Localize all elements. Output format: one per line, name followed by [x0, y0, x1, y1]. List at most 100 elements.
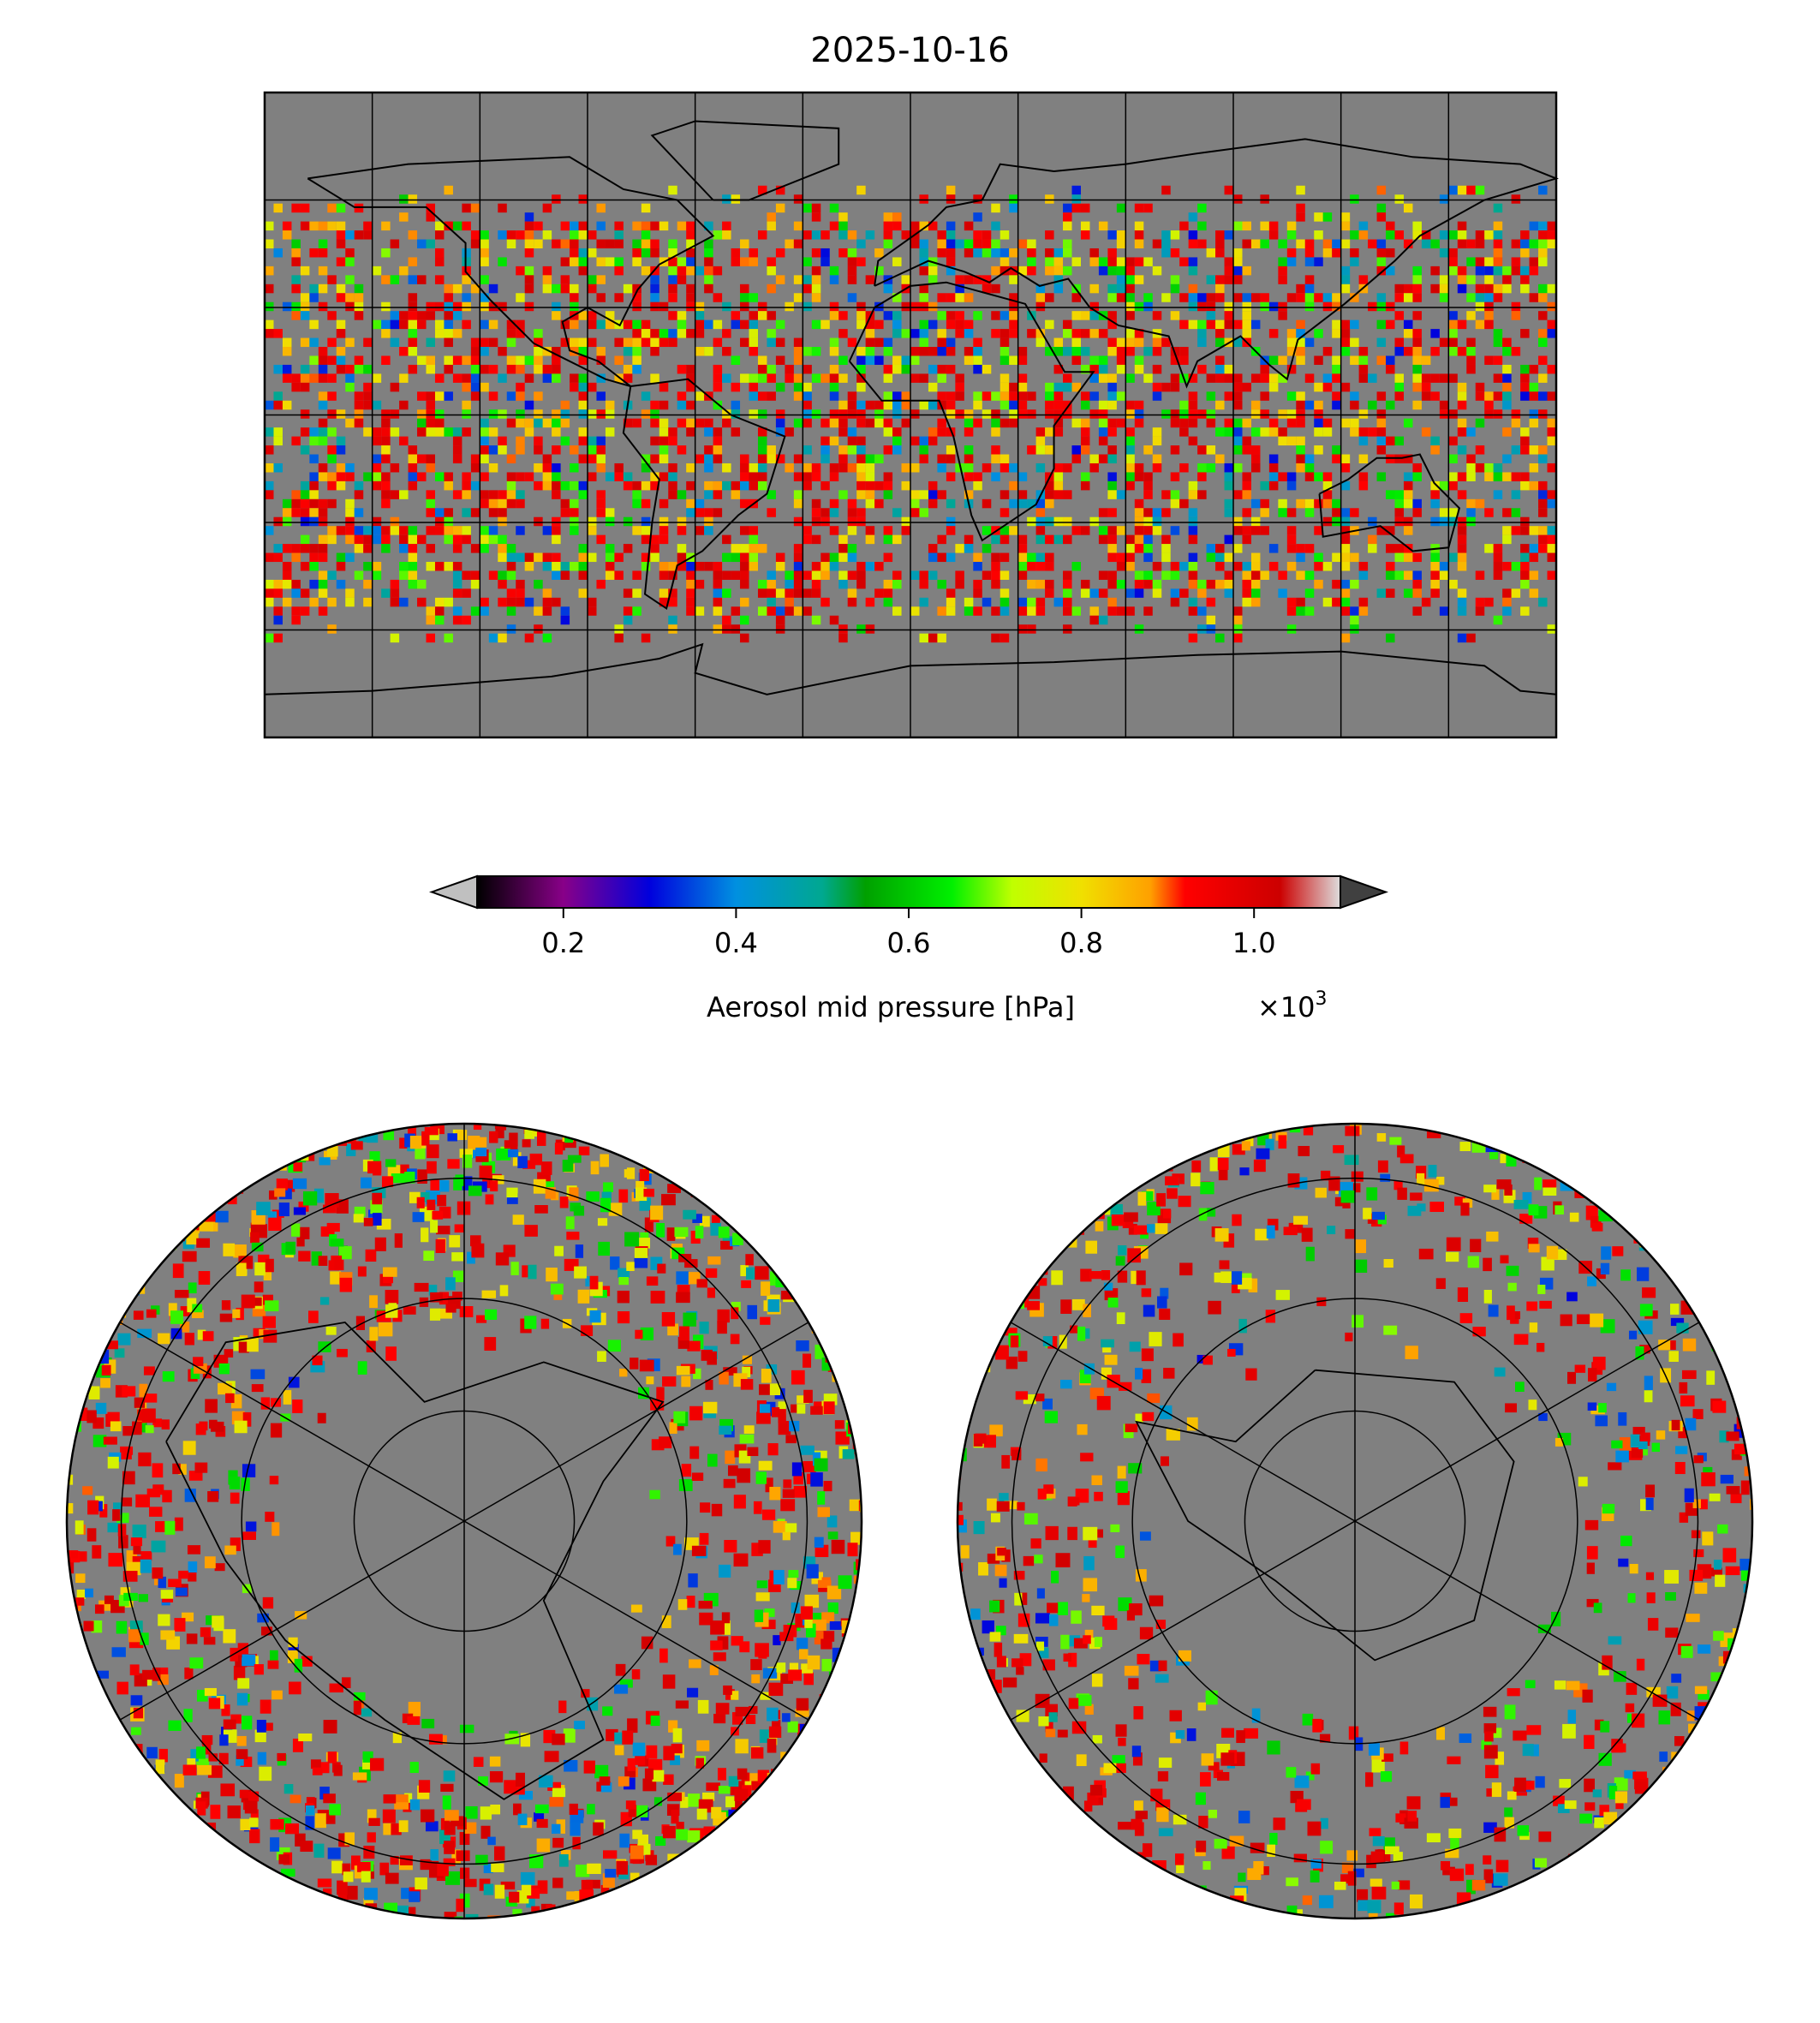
data-cell: [444, 319, 453, 330]
data-cell: [1304, 472, 1315, 481]
data-cell: [677, 1285, 690, 1295]
data-cell: [1278, 266, 1287, 276]
data-cell: [1080, 588, 1090, 598]
data-cell: [815, 1734, 829, 1743]
data-cell: [702, 1401, 718, 1414]
data-cell: [1080, 311, 1090, 320]
data-cell: [1188, 436, 1198, 446]
data-cell: [236, 1692, 248, 1706]
data-cell: [277, 1878, 289, 1887]
data-cell: [1305, 1246, 1315, 1262]
data-cell: [152, 1418, 163, 1428]
data-cell: [668, 427, 677, 437]
data-cell: [509, 1891, 520, 1903]
data-cell: [1430, 373, 1440, 383]
data-cell: [937, 606, 946, 616]
data-cell: [767, 570, 776, 580]
data-cell: [1538, 534, 1548, 545]
data-cell: [1188, 526, 1198, 535]
data-cell: [850, 1662, 861, 1674]
data-cell: [552, 526, 561, 535]
data-cell: [1286, 257, 1297, 266]
data-cell: [1296, 570, 1305, 580]
data-cell: [140, 1559, 152, 1573]
data-cell: [705, 1380, 713, 1390]
data-cell: [983, 1435, 996, 1448]
data-cell: [382, 1809, 396, 1823]
data-cell: [516, 364, 525, 374]
data-cell: [1063, 516, 1072, 527]
data-cell: [596, 347, 606, 356]
data-cell: [731, 490, 741, 499]
data-cell: [695, 391, 705, 401]
data-cell: [820, 230, 830, 240]
data-cell: [506, 597, 516, 607]
data-cell: [687, 1340, 701, 1352]
data-cell: [711, 1503, 723, 1517]
data-cell: [1063, 1653, 1071, 1662]
data-cell: [883, 337, 893, 348]
data-cell: [498, 552, 507, 563]
data-cell: [194, 1462, 208, 1473]
data-cell: [1080, 203, 1090, 213]
data-cell: [1053, 248, 1064, 258]
data-cell: [1098, 409, 1108, 419]
data-cell: [1520, 230, 1530, 240]
data-cell: [686, 301, 695, 312]
data-cell: [1538, 239, 1548, 249]
data-cell: [829, 301, 839, 312]
data-cell: [1340, 283, 1351, 294]
data-cell: [1538, 293, 1548, 302]
data-cell: [184, 1667, 194, 1680]
data-cell: [1376, 427, 1387, 437]
data-cell: [713, 293, 723, 302]
data-cell: [1412, 498, 1422, 509]
data-cell: [879, 1519, 890, 1531]
data-cell: [221, 1704, 230, 1716]
data-cell: [1412, 293, 1422, 302]
data-cell: [1215, 364, 1225, 374]
data-cell: [1343, 1932, 1352, 1944]
data-cell: [710, 1222, 721, 1236]
data-cell: [928, 436, 938, 446]
data-cell: [646, 1745, 658, 1759]
data-cell: [821, 1358, 830, 1371]
data-cell: [996, 1626, 1006, 1636]
data-cell: [1179, 562, 1189, 571]
data-cell: [552, 534, 561, 545]
data-cell: [1141, 1369, 1152, 1383]
data-cell: [707, 1287, 716, 1298]
data-cell: [473, 1757, 484, 1767]
data-cell: [516, 498, 525, 509]
data-cell: [838, 221, 848, 231]
data-cell: [803, 275, 812, 284]
data-cell: [327, 526, 337, 535]
data-cell: [803, 230, 812, 240]
data-cell: [1520, 329, 1530, 338]
data-cell: [668, 597, 677, 607]
data-cell: [1161, 570, 1171, 580]
data-cell: [662, 1825, 676, 1839]
data-cell: [399, 490, 409, 499]
data-cell: [713, 508, 723, 517]
data-cell: [1107, 337, 1117, 348]
data-cell: [586, 1191, 600, 1202]
data-cell: [1519, 1832, 1530, 1841]
data-cell: [686, 230, 695, 240]
data-cell: [955, 373, 964, 383]
data-cell: [1430, 329, 1440, 338]
data-cell: [883, 283, 893, 294]
data-cell: [342, 1677, 351, 1689]
data-cell: [1107, 391, 1117, 401]
data-cell: [865, 400, 875, 410]
data-cell: [1035, 301, 1046, 312]
data-cell: [1538, 454, 1548, 464]
data-cell: [1412, 606, 1422, 616]
data-cell: [480, 337, 489, 348]
data-cell: [1332, 293, 1341, 302]
data-cell: [1035, 462, 1046, 473]
data-cell: [459, 1724, 474, 1734]
data-cell: [1619, 1437, 1632, 1451]
data-cell: [1730, 1493, 1742, 1504]
data-cell: [1027, 597, 1036, 607]
